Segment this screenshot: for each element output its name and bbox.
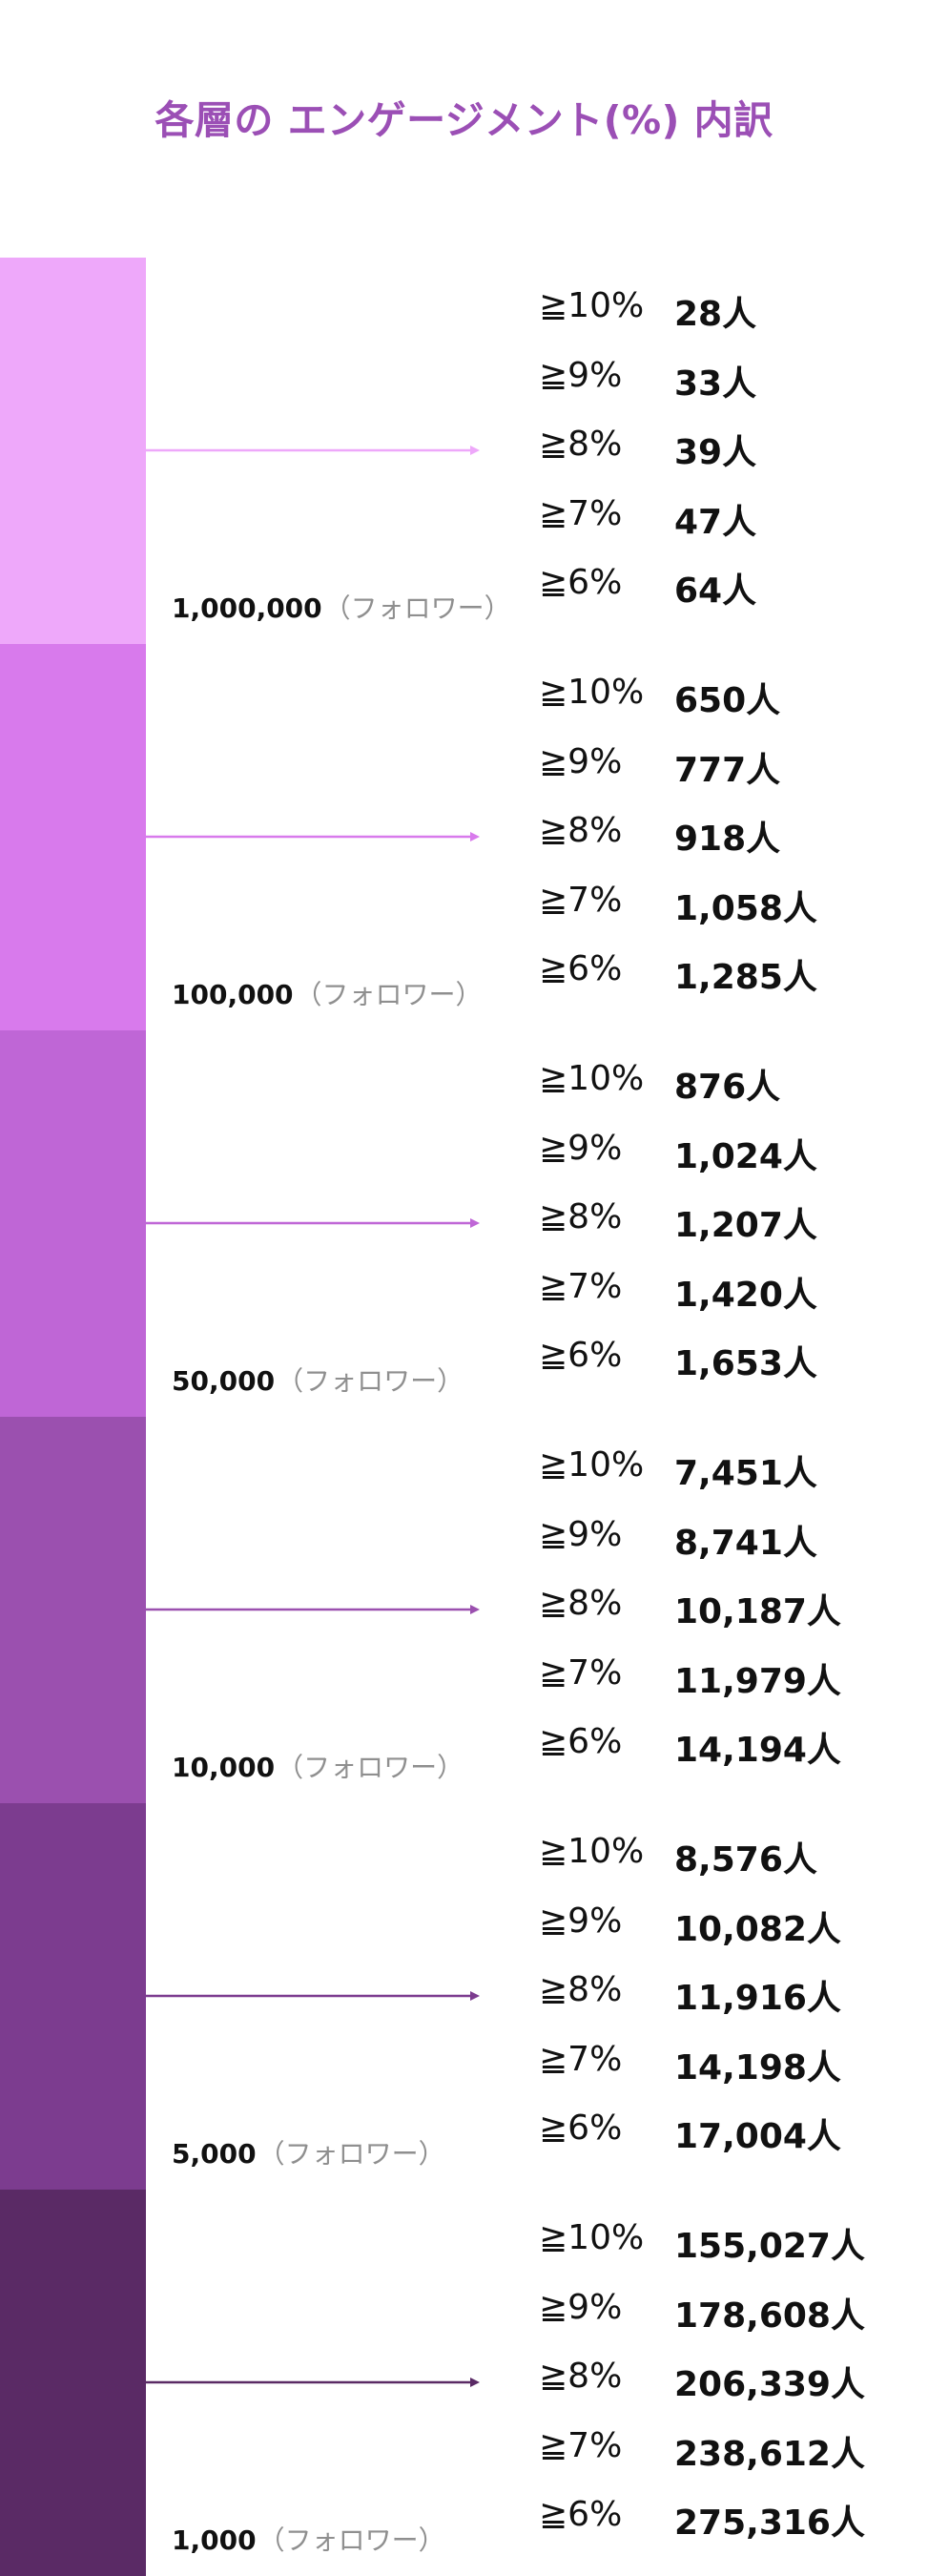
engagement-count: 10,187人 xyxy=(674,1592,841,1631)
tier-follower-label: 10,000（フォロワー） xyxy=(172,1747,464,1785)
tier-follower-label: 1,000,000（フォロワー） xyxy=(172,588,511,626)
tier-band xyxy=(0,644,146,1030)
engagement-count: 11,916人 xyxy=(674,1979,841,2018)
tier-band xyxy=(0,1030,146,1417)
engagement-threshold: ≧9% xyxy=(539,1901,623,1941)
tier-band xyxy=(0,2190,146,2576)
tier-band xyxy=(0,1803,146,2190)
engagement-threshold: ≧6% xyxy=(539,2109,623,2148)
engagement-threshold: ≧7% xyxy=(539,2425,623,2465)
engagement-count: 17,004人 xyxy=(674,2117,841,2156)
engagement-count: 206,339人 xyxy=(674,2365,865,2404)
engagement-count: 275,316人 xyxy=(674,2503,865,2543)
engagement-threshold: ≧9% xyxy=(539,1514,623,1554)
engagement-threshold: ≧8% xyxy=(539,811,623,850)
tier-arrow-head xyxy=(470,1605,480,1614)
engagement-count: 8,576人 xyxy=(674,1840,817,1880)
engagement-count: 28人 xyxy=(674,295,757,334)
engagement-threshold: ≧8% xyxy=(539,425,623,464)
engagement-threshold: ≧9% xyxy=(539,2287,623,2327)
engagement-threshold: ≧8% xyxy=(539,1970,623,2009)
engagement-count: 1,285人 xyxy=(674,958,817,997)
tier-band xyxy=(0,258,146,644)
engagement-threshold: ≧8% xyxy=(539,1197,623,1236)
engagement-threshold: ≧6% xyxy=(539,1722,623,1761)
engagement-threshold: ≧6% xyxy=(539,2495,623,2534)
tier-follower-unit: （フォロワー） xyxy=(258,2138,445,2170)
engagement-threshold: ≧10% xyxy=(539,1059,645,1098)
tier-follower-unit: （フォロワー） xyxy=(277,1365,464,1397)
engagement-count: 155,027人 xyxy=(674,2227,865,2266)
tier-arrow-head xyxy=(470,1991,480,2001)
engagement-count: 777人 xyxy=(674,750,781,790)
tier-follower-label: 1,000（フォロワー） xyxy=(172,2520,445,2558)
engagement-count: 14,198人 xyxy=(674,2047,841,2088)
tier-follower-label: 5,000（フォロワー） xyxy=(172,2133,445,2171)
engagement-count: 33人 xyxy=(674,364,757,404)
engagement-count: 7,451人 xyxy=(674,1454,817,1493)
tier-follower-unit: （フォロワー） xyxy=(277,1752,464,1783)
tier-arrow-head xyxy=(470,1218,480,1228)
engagement-count: 918人 xyxy=(674,820,781,859)
engagement-threshold: ≧7% xyxy=(539,880,623,920)
engagement-count: 1,024人 xyxy=(674,1136,817,1176)
engagement-count: 64人 xyxy=(674,571,757,611)
engagement-threshold: ≧9% xyxy=(539,741,623,781)
engagement-count: 11,979人 xyxy=(674,1661,841,1701)
engagement-count: 178,608人 xyxy=(674,2296,865,2336)
tier-follower-count: 1,000 xyxy=(172,2524,257,2556)
tier-arrow-head xyxy=(470,446,480,455)
engagement-threshold: ≧10% xyxy=(539,1832,645,1871)
tier-follower-count: 100,000 xyxy=(172,979,294,1010)
engagement-threshold: ≧9% xyxy=(539,1128,623,1168)
engagement-threshold: ≧8% xyxy=(539,1584,623,1623)
engagement-threshold: ≧7% xyxy=(539,1266,623,1306)
tier-follower-count: 10,000 xyxy=(172,1752,276,1783)
engagement-threshold: ≧10% xyxy=(539,286,645,325)
tier-follower-unit: （フォロワー） xyxy=(295,979,483,1010)
tier-follower-label: 50,000（フォロワー） xyxy=(172,1361,464,1399)
engagement-threshold: ≧6% xyxy=(539,563,623,602)
chart-title: 各層の エンゲージメント(%) 内訳 xyxy=(155,97,773,143)
engagement-count: 39人 xyxy=(674,433,757,472)
engagement-threshold: ≧9% xyxy=(539,355,623,395)
tier-arrow-head xyxy=(470,2378,480,2387)
engagement-threshold: ≧10% xyxy=(539,673,645,712)
tier-follower-count: 50,000 xyxy=(172,1365,276,1397)
engagement-count: 650人 xyxy=(674,681,781,720)
engagement-count: 10,082人 xyxy=(674,1909,841,1949)
engagement-threshold: ≧6% xyxy=(539,1336,623,1375)
tier-follower-label: 100,000（フォロワー） xyxy=(172,974,483,1012)
tier-band xyxy=(0,1417,146,1803)
engagement-count: 14,194人 xyxy=(674,1731,841,1770)
engagement-count: 1,207人 xyxy=(674,1206,817,1245)
engagement-count: 8,741人 xyxy=(674,1523,817,1563)
engagement-count: 1,058人 xyxy=(674,888,817,928)
tier-follower-unit: （フォロワー） xyxy=(258,2524,445,2556)
tier-follower-unit: （フォロワー） xyxy=(323,592,511,624)
engagement-threshold: ≧6% xyxy=(539,949,623,988)
tier-follower-count: 5,000 xyxy=(172,2138,257,2170)
engagement-count: 47人 xyxy=(674,502,757,542)
engagement-threshold: ≧7% xyxy=(539,1652,623,1693)
engagement-threshold: ≧7% xyxy=(539,493,623,533)
engagement-threshold: ≧7% xyxy=(539,2039,623,2079)
engagement-count: 876人 xyxy=(674,1068,781,1107)
tier-arrow-head xyxy=(470,832,480,841)
engagement-threshold: ≧10% xyxy=(539,1445,645,1485)
engagement-threshold: ≧8% xyxy=(539,2357,623,2396)
engagement-count: 1,420人 xyxy=(674,1275,817,1315)
tier-follower-count: 1,000,000 xyxy=(172,592,322,624)
engagement-count: 238,612人 xyxy=(674,2434,865,2474)
engagement-count: 1,653人 xyxy=(674,1344,817,1383)
engagement-threshold: ≧10% xyxy=(539,2218,645,2257)
